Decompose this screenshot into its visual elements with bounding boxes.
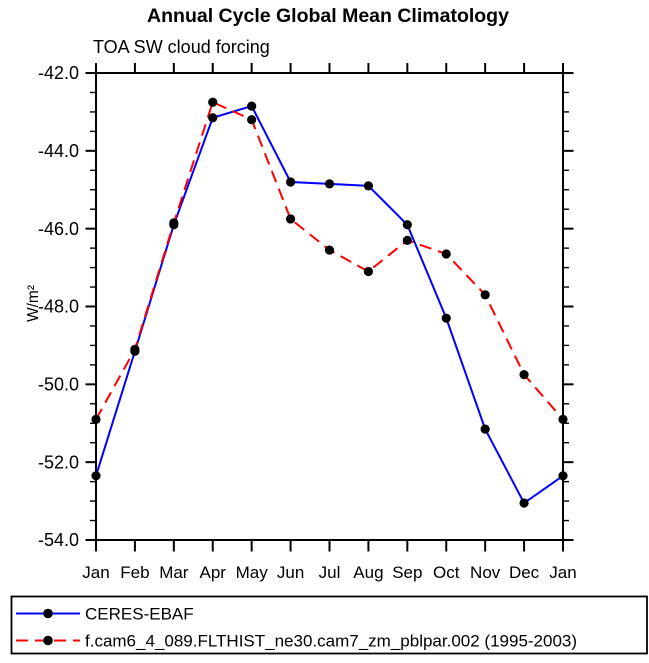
legend-marker-icon (43, 635, 53, 646)
series-line-0 (95, 104, 564, 505)
x-tick-label: Jun (277, 563, 304, 582)
x-tick-label: Mar (159, 563, 189, 582)
data-point (558, 414, 568, 424)
data-point (208, 97, 218, 107)
y-tick-label: -48.0 (38, 297, 79, 317)
data-point (91, 414, 101, 424)
x-tick-label: Nov (470, 563, 501, 582)
x-tick-label: Jan (82, 563, 109, 582)
data-point (285, 177, 296, 187)
legend-marker-icon (43, 608, 53, 619)
y-tick-label: -42.0 (38, 63, 79, 83)
data-point (247, 101, 257, 111)
legend-box (10, 595, 648, 655)
x-tick-label: Sep (392, 563, 422, 582)
data-point (363, 181, 374, 191)
plot-border (95, 72, 564, 541)
y-axis-label: W/m² (25, 285, 42, 322)
data-point (324, 179, 335, 189)
legend-entry-model: f.cam6_4_089.FLTHIST_ne30.cam7_zm_pblpar… (16, 632, 577, 651)
legend: CERES-EBAF f.cam6_4_089.FLTHIST_ne30.cam… (10, 595, 648, 655)
legend-entry-ceres: CERES-EBAF (16, 605, 194, 624)
series-line-1 (95, 100, 564, 421)
x-tick-label: Apr (200, 563, 227, 582)
data-point (441, 313, 451, 323)
x-tick-label: Oct (433, 563, 460, 582)
chart-subtitle: TOA SW cloud forcing (93, 37, 270, 57)
data-point (519, 498, 529, 508)
data-point (285, 214, 296, 224)
x-tick-label: May (236, 563, 269, 582)
data-point (402, 235, 412, 245)
data-point (480, 424, 490, 434)
legend-label-model: f.cam6_4_089.FLTHIST_ne30.cam7_zm_pblpar… (85, 632, 577, 651)
y-tick-label: -52.0 (38, 452, 79, 472)
data-point (558, 471, 568, 481)
data-point (324, 245, 335, 255)
data-point (247, 115, 257, 125)
data-point (363, 266, 374, 277)
x-tick-label: Jan (549, 563, 576, 582)
x-tick-label: Feb (120, 563, 149, 582)
data-point (208, 113, 218, 123)
data-point (169, 218, 179, 228)
data-point (441, 249, 451, 259)
y-tick-label: -46.0 (38, 219, 79, 239)
data-point (130, 344, 140, 354)
chart-title: Annual Cycle Global Mean Climatology (147, 5, 509, 27)
data-point (519, 370, 529, 380)
x-tick-label: Aug (353, 563, 383, 582)
data-point (480, 290, 490, 300)
y-tick-label: -54.0 (38, 530, 79, 550)
legend-label-ceres: CERES-EBAF (85, 605, 194, 624)
data-point (402, 220, 412, 230)
y-tick-label: -50.0 (38, 375, 79, 395)
y-tick-label: -44.0 (38, 141, 79, 161)
x-tick-label: Dec (509, 563, 540, 582)
data-point (91, 471, 101, 481)
x-tick-label: Jul (319, 563, 341, 582)
